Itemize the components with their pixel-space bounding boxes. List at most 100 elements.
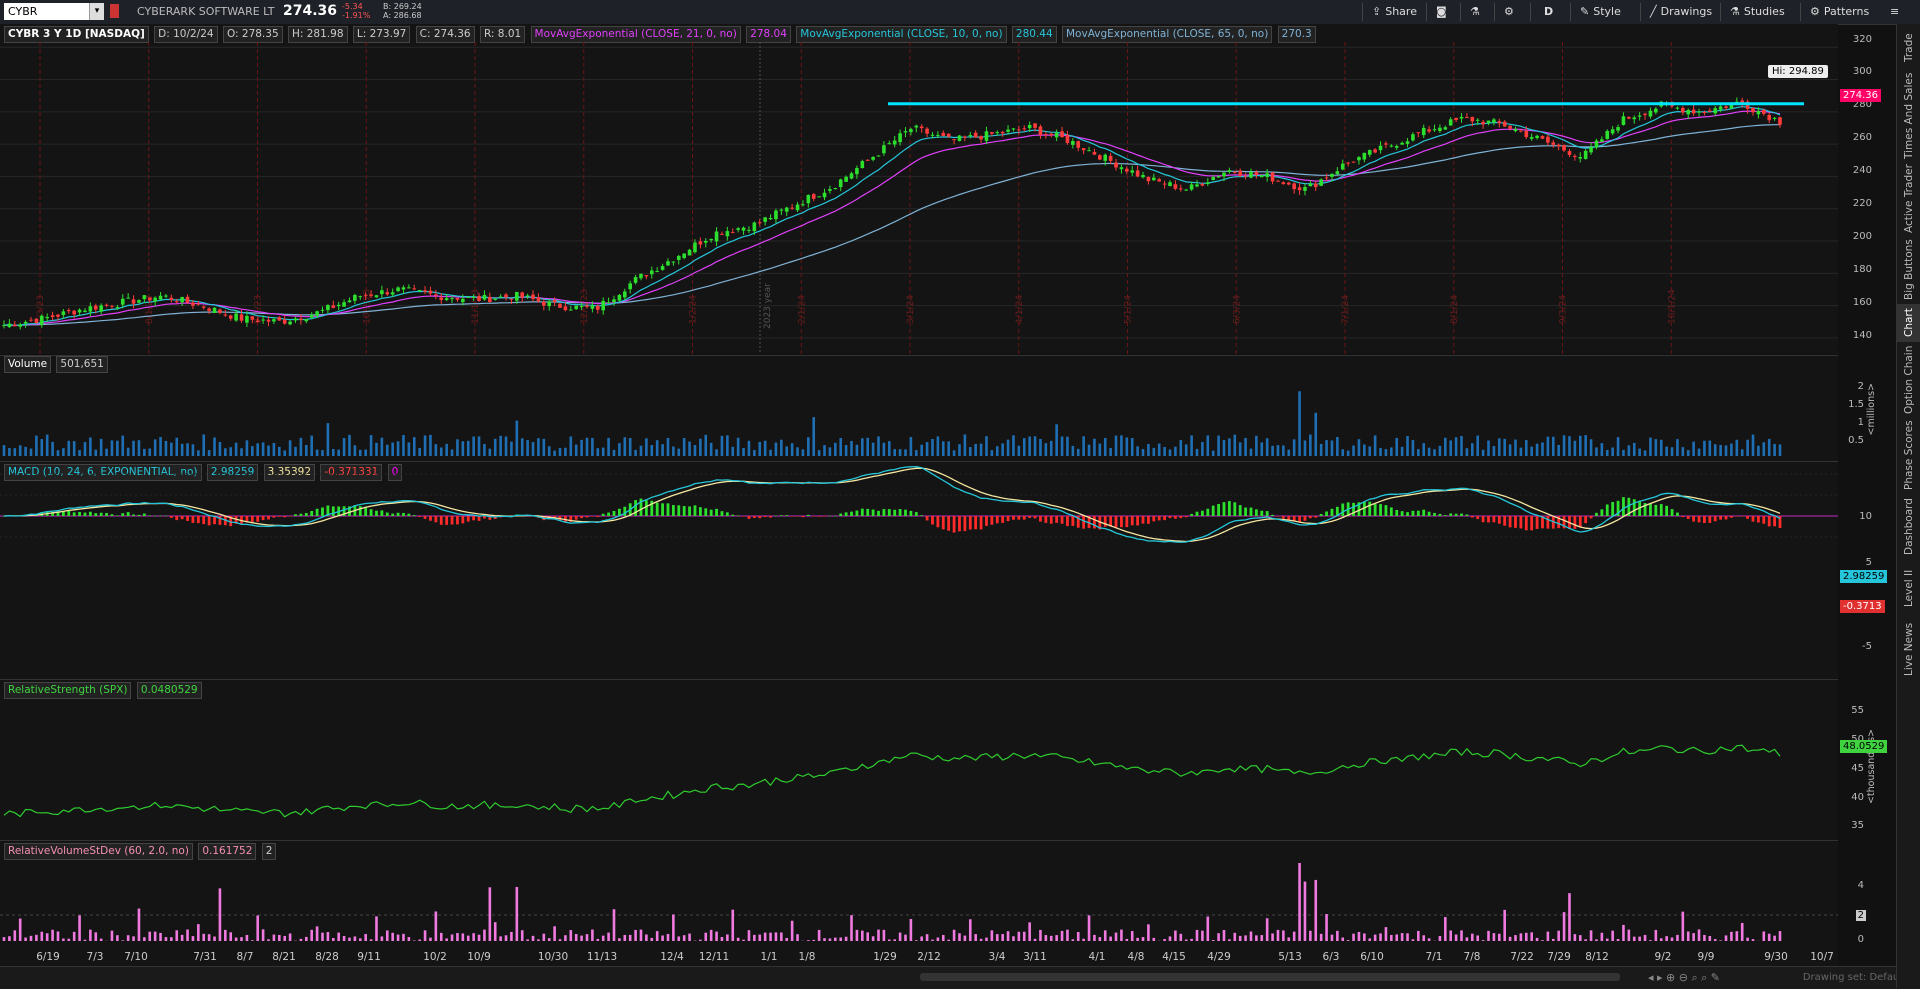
- rvsd-bar: [73, 932, 76, 941]
- rvsd-bar: [138, 909, 141, 941]
- camera-icon: ◙: [1436, 3, 1447, 21]
- sidebar-tab-big-buttons[interactable]: Big Buttons: [1897, 236, 1920, 304]
- patterns-button[interactable]: ⚙Patterns: [1804, 3, 1875, 21]
- rvsd-panel[interactable]: RelativeVolumeStDev (60, 2.0, no) 0.1617…: [0, 840, 1838, 949]
- candle-body: [1584, 151, 1588, 159]
- menu-button[interactable]: ≡: [1884, 3, 1909, 21]
- candle-body: [1071, 141, 1075, 145]
- volume-bar: [526, 440, 529, 456]
- month-label: 9/3/24: [1559, 295, 1569, 324]
- volume-bar: [1725, 445, 1728, 456]
- volume-bar: [1185, 444, 1188, 456]
- rvsd-bar: [1671, 938, 1674, 941]
- volume-bar: [1007, 440, 1010, 456]
- macd-histogram-bar: [1412, 511, 1415, 516]
- chart-scrollbar[interactable]: ◂ ▸ ⊕ ⊖ ⌕ ⌕ ✎ Drawing set: Default: [0, 966, 1920, 989]
- volume-bar: [1072, 446, 1075, 456]
- sidebar-tab-live-news[interactable]: Live News: [1897, 614, 1920, 684]
- aggregation-button[interactable]: D: [1538, 3, 1559, 21]
- rvsd-bar: [364, 934, 367, 941]
- rvsd-bar: [30, 936, 33, 941]
- x-tick: 1/1: [761, 951, 778, 963]
- sidebar-tab-dashboard[interactable]: Dashboard: [1897, 492, 1920, 562]
- sidebar-tab-times-and-sales[interactable]: Times And Sales: [1897, 70, 1920, 162]
- macd-histogram-bar: [251, 516, 254, 522]
- rvsd-bar: [1066, 930, 1069, 941]
- rvsd-bar: [964, 936, 967, 941]
- rs-panel[interactable]: RelativeStrength (SPX) 0.0480529: [0, 679, 1838, 840]
- candle-body: [29, 320, 33, 321]
- candle-body: [1001, 132, 1005, 134]
- rvsd-bar: [996, 934, 999, 941]
- bid-value: B: 269.24: [383, 2, 422, 11]
- rvsd-bar: [1730, 932, 1733, 941]
- rvsd-bar: [1547, 932, 1550, 941]
- volume-bar: [980, 444, 983, 456]
- volume-bar: [1104, 438, 1107, 456]
- volume-bar: [704, 435, 707, 456]
- macd-histogram-bar: [1012, 516, 1015, 520]
- volume-panel[interactable]: Volume 501,651: [0, 355, 1838, 461]
- candle-body: [1762, 110, 1766, 114]
- studies-button[interactable]: ⚗Studies: [1724, 3, 1791, 21]
- macd-histogram-bar: [1600, 509, 1603, 516]
- sidebar-tab-option-chain[interactable]: Option Chain: [1897, 342, 1920, 418]
- candle-body: [909, 129, 913, 132]
- volume-bar: [1563, 435, 1566, 456]
- rvsd-bar: [445, 938, 448, 941]
- sidebar-tab-chart[interactable]: Chart: [1897, 304, 1920, 342]
- rvsd-bar: [1741, 923, 1744, 941]
- candle-body: [715, 232, 719, 242]
- x-tick: 4/8: [1128, 951, 1145, 963]
- lab-button[interactable]: ⚗: [1464, 3, 1490, 21]
- symbol-dropdown-icon[interactable]: ▾: [89, 3, 104, 20]
- macd-histogram-bar: [1136, 516, 1139, 525]
- macd-histogram-bar: [262, 516, 265, 520]
- sidebar-tab-phase-scores[interactable]: Phase Scores: [1897, 418, 1920, 492]
- rvsd-bar: [1525, 933, 1528, 941]
- macd-panel[interactable]: MACD (10, 24, 6, EXPONENTIAL, no) 2.9825…: [0, 461, 1838, 679]
- volume-bar: [111, 440, 114, 456]
- rvsd-chart[interactable]: [0, 841, 1838, 949]
- volume-bar: [170, 443, 173, 456]
- scroll-thumb[interactable]: [920, 973, 1620, 981]
- rvsd-bar: [1768, 934, 1771, 941]
- candle-body: [1309, 184, 1313, 186]
- price-panel[interactable]: CYBR 3 Y 1D [NASDAQ] D: 10/2/24 O: 278.3…: [0, 24, 1838, 354]
- style-button[interactable]: ✎Style: [1574, 3, 1627, 21]
- macd-chart[interactable]: [0, 462, 1838, 679]
- zoom-controls[interactable]: ◂ ▸ ⊕ ⊖ ⌕ ⌕ ✎: [1648, 971, 1720, 985]
- volume-bar: [1719, 445, 1722, 456]
- sidebar-tab-active-trader[interactable]: Active Trader: [1897, 162, 1920, 236]
- candle-body: [294, 318, 298, 320]
- snapshot-button[interactable]: ◙: [1430, 3, 1457, 21]
- candle-body: [1190, 184, 1194, 189]
- macd-histogram-bar: [1223, 502, 1226, 516]
- sidebar-tab-level-ii[interactable]: Level II: [1897, 562, 1920, 614]
- rvsd-bar: [354, 936, 357, 941]
- rvsd-bar: [586, 934, 589, 941]
- candle-body: [321, 310, 325, 311]
- share-button[interactable]: ⇪Share: [1366, 3, 1423, 21]
- macd-histogram-bar: [407, 514, 410, 516]
- rs-chart[interactable]: [0, 680, 1838, 840]
- settings-button[interactable]: ⚙: [1498, 3, 1524, 21]
- volume-bar: [251, 446, 254, 456]
- macd-histogram-bar: [429, 516, 432, 521]
- rvsd-bar: [386, 930, 389, 941]
- candle-body: [186, 297, 190, 303]
- volume-chart[interactable]: [0, 356, 1838, 461]
- candle-body: [337, 305, 341, 306]
- symbol-input[interactable]: CYBR ▾: [4, 3, 104, 20]
- candle-body: [1082, 148, 1086, 150]
- macd-histogram-bar: [424, 516, 427, 519]
- drawings-button[interactable]: ╱Drawings: [1644, 3, 1718, 21]
- volume-bar: [796, 447, 799, 456]
- sidebar-tab-trade[interactable]: Trade: [1897, 26, 1920, 70]
- flag-icon[interactable]: [110, 4, 119, 18]
- macd-histogram-bar: [467, 516, 470, 522]
- macd-histogram-bar: [1320, 514, 1323, 516]
- candle-body: [769, 218, 773, 219]
- volume-bar: [337, 450, 340, 456]
